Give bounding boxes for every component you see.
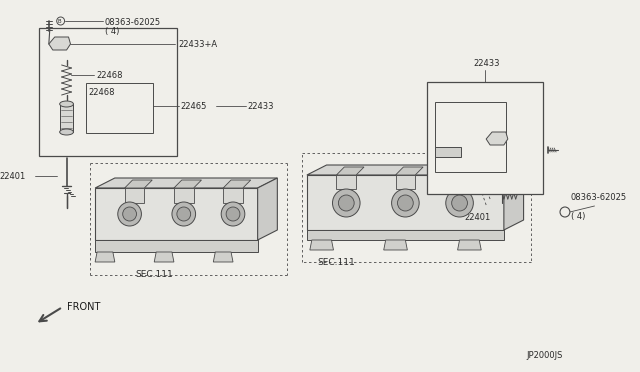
Circle shape	[123, 207, 136, 221]
Text: ( 4): ( 4)	[105, 27, 119, 36]
Text: FRONT: FRONT	[67, 302, 100, 312]
Polygon shape	[223, 188, 243, 203]
Polygon shape	[337, 167, 364, 175]
Circle shape	[221, 202, 245, 226]
Circle shape	[118, 202, 141, 226]
Circle shape	[560, 207, 570, 217]
Text: ( 4): ( 4)	[571, 212, 585, 221]
Polygon shape	[60, 104, 74, 132]
Polygon shape	[337, 175, 356, 189]
Polygon shape	[307, 175, 504, 230]
Circle shape	[172, 202, 196, 226]
Polygon shape	[95, 252, 115, 262]
Circle shape	[226, 207, 240, 221]
Bar	[427, 82, 543, 194]
Polygon shape	[307, 230, 504, 240]
Text: 22401: 22401	[0, 171, 26, 180]
Polygon shape	[174, 180, 202, 188]
Text: 22465: 22465	[181, 102, 207, 110]
Circle shape	[333, 189, 360, 217]
Text: 08363-62025: 08363-62025	[571, 193, 627, 202]
Text: 22468: 22468	[439, 116, 465, 125]
Polygon shape	[95, 240, 258, 252]
Polygon shape	[125, 188, 145, 203]
Text: 22468: 22468	[88, 88, 115, 97]
Text: B: B	[58, 19, 61, 23]
Circle shape	[452, 195, 467, 211]
Text: SEC.111: SEC.111	[135, 270, 173, 279]
Circle shape	[57, 17, 65, 25]
Ellipse shape	[60, 101, 74, 107]
Text: 22468: 22468	[96, 71, 123, 80]
Text: SEC.111: SEC.111	[317, 258, 355, 267]
Ellipse shape	[60, 129, 74, 135]
Polygon shape	[384, 240, 407, 250]
Polygon shape	[458, 240, 481, 250]
Polygon shape	[154, 252, 174, 262]
Circle shape	[392, 189, 419, 217]
Polygon shape	[454, 167, 482, 175]
Polygon shape	[213, 252, 233, 262]
Text: 22433: 22433	[474, 59, 500, 68]
Circle shape	[177, 207, 191, 221]
Polygon shape	[125, 180, 152, 188]
Bar	[435, 102, 506, 172]
Polygon shape	[396, 167, 423, 175]
Bar	[86, 83, 153, 133]
Bar	[39, 28, 177, 156]
Polygon shape	[49, 37, 70, 50]
Circle shape	[397, 195, 413, 211]
Polygon shape	[454, 175, 474, 189]
Polygon shape	[486, 132, 508, 145]
Text: 22433: 22433	[248, 102, 275, 110]
Text: JP2000JS: JP2000JS	[527, 351, 563, 360]
Polygon shape	[435, 147, 461, 157]
Polygon shape	[396, 175, 415, 189]
Polygon shape	[95, 178, 277, 188]
Text: 22433+A: 22433+A	[467, 106, 506, 115]
Polygon shape	[258, 178, 277, 240]
Polygon shape	[504, 165, 524, 230]
Circle shape	[446, 189, 474, 217]
Polygon shape	[223, 180, 251, 188]
Polygon shape	[174, 188, 194, 203]
Circle shape	[339, 195, 354, 211]
Text: 22401: 22401	[464, 213, 490, 222]
Text: 08363-62025: 08363-62025	[105, 18, 161, 27]
Polygon shape	[307, 165, 524, 175]
Text: 22465: 22465	[435, 94, 461, 103]
Polygon shape	[95, 188, 258, 240]
Text: 22433+A: 22433+A	[179, 39, 218, 48]
Text: B: B	[562, 209, 566, 215]
Polygon shape	[310, 240, 333, 250]
